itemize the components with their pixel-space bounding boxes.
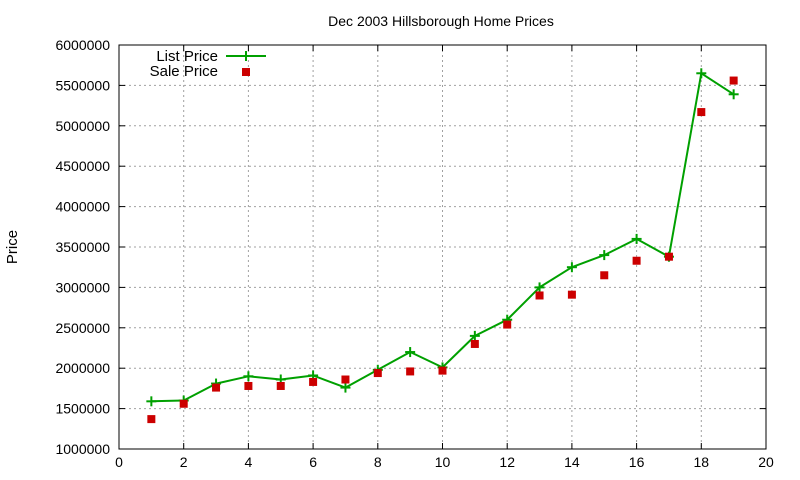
plot-frame	[118, 44, 767, 450]
sale-price-point	[438, 366, 447, 375]
sale-price-point	[664, 252, 673, 261]
legend-marker-sale-price	[242, 68, 250, 76]
y-tick-label: 6000000	[55, 37, 110, 53]
list-price-point	[243, 371, 254, 382]
sale-price-point	[244, 381, 253, 390]
list-price-point	[534, 282, 545, 293]
sale-price-point	[470, 339, 479, 348]
list-price-line	[151, 72, 735, 403]
y-tick-label: 3500000	[55, 239, 110, 255]
sale-price-point	[309, 377, 318, 386]
list-price-point	[566, 262, 577, 273]
sale-price-point	[179, 399, 188, 408]
list-price-point	[469, 330, 480, 341]
list-price-point	[696, 68, 707, 79]
sale-price-point	[373, 369, 382, 378]
sale-price-point	[567, 290, 576, 299]
sale-price-point	[503, 320, 512, 329]
y-tick-label: 2000000	[55, 360, 110, 376]
legend-marker-list-price	[241, 51, 251, 61]
y-tick-label: 4500000	[55, 158, 110, 174]
grid	[119, 45, 766, 449]
sale-price-point	[147, 415, 156, 424]
chart-title: Dec 2003 Hillsborough Home Prices	[328, 13, 554, 29]
sale-price-point	[632, 256, 641, 265]
y-axis-label: Price	[4, 230, 21, 264]
x-tick-label: 4	[245, 454, 253, 470]
list-price-point	[728, 89, 739, 100]
plot-marks	[146, 68, 739, 424]
y-tick-label: 5500000	[55, 77, 110, 93]
sale-price-point	[697, 108, 706, 117]
x-tick-label: 0	[115, 454, 123, 470]
list-price-point	[405, 347, 416, 358]
x-tick-label: 6	[309, 454, 317, 470]
x-tick-label: 10	[435, 454, 451, 470]
y-tick-label: 4000000	[55, 199, 110, 215]
x-tick-label: 2	[180, 454, 188, 470]
sale-price-point	[600, 271, 609, 280]
x-tick-label: 8	[374, 454, 382, 470]
y-tick-label: 1500000	[55, 401, 110, 417]
list-price-point	[146, 396, 157, 407]
legend-label-sale-price: Sale Price	[150, 63, 218, 80]
y-tick-label: 2500000	[55, 320, 110, 336]
sale-price-point	[212, 383, 221, 392]
x-tick-label: 14	[564, 454, 580, 470]
sale-price-point	[535, 291, 544, 300]
sale-price-point	[729, 76, 738, 85]
list-price-point	[631, 233, 642, 244]
sale-price-point	[341, 375, 350, 384]
list-price-point	[599, 250, 610, 261]
sale-price-point	[406, 367, 415, 376]
y-tick-label: 1000000	[55, 441, 110, 457]
axis-ticks: 0 2 4 6 8 10 12 14 16 18 20 1000000 1500000 2000000 25…	[55, 37, 774, 470]
sale-price-point	[276, 381, 285, 390]
legend-label-list-price: List Price	[156, 48, 218, 65]
x-tick-label: 12	[499, 454, 515, 470]
x-tick-label: 16	[629, 454, 645, 470]
list-price-point	[340, 382, 351, 393]
x-tick-label: 18	[694, 454, 710, 470]
x-tick-label: 20	[758, 454, 774, 470]
y-tick-label: 3000000	[55, 279, 110, 295]
y-tick-label: 5000000	[55, 118, 110, 134]
